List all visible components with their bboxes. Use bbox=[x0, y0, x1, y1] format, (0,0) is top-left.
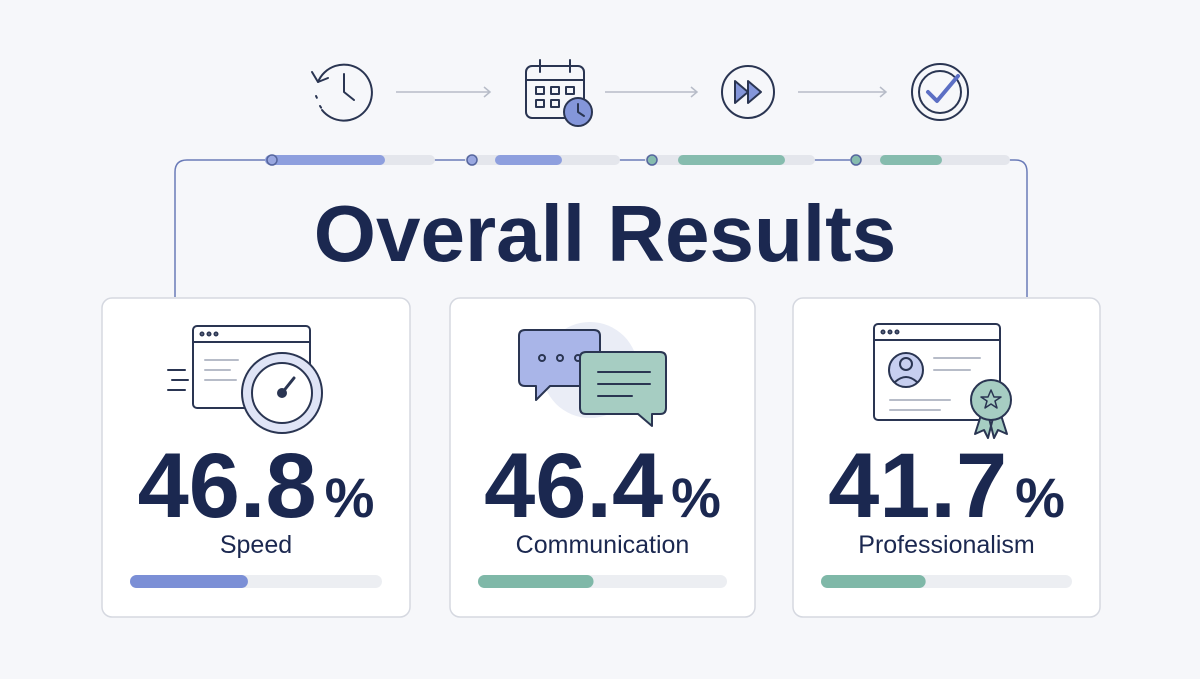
process-icons bbox=[311, 59, 969, 127]
stat-label: Professionalism bbox=[858, 531, 1034, 559]
card bbox=[101, 297, 411, 618]
progress-bar bbox=[821, 575, 926, 588]
stat-unit: % bbox=[325, 466, 375, 529]
calendar-icon bbox=[525, 59, 593, 127]
fast-forward-icon bbox=[721, 65, 775, 119]
arrows bbox=[396, 86, 888, 98]
stat-value: 46.8 bbox=[138, 435, 317, 537]
frame bbox=[174, 154, 1028, 297]
stat-unit: % bbox=[671, 466, 721, 529]
title: Overall Results bbox=[314, 189, 897, 278]
stat: 41.7% bbox=[828, 435, 1065, 537]
stat-value: 41.7 bbox=[828, 435, 1007, 537]
speed-icon bbox=[167, 325, 323, 434]
stat-label: Communication bbox=[516, 531, 690, 559]
communication-icon bbox=[518, 322, 667, 427]
check-icon bbox=[911, 63, 969, 121]
card bbox=[792, 297, 1101, 618]
stat-unit: % bbox=[1015, 466, 1065, 529]
stat: 46.4% bbox=[484, 435, 721, 537]
progress-bar bbox=[478, 575, 594, 588]
professionalism-icon bbox=[873, 323, 1012, 439]
history-icon bbox=[311, 63, 373, 122]
stat: 46.8% bbox=[138, 435, 375, 537]
stat-label: Speed bbox=[220, 531, 292, 559]
progress-bar bbox=[130, 575, 248, 588]
stat-value: 46.4 bbox=[484, 435, 663, 537]
